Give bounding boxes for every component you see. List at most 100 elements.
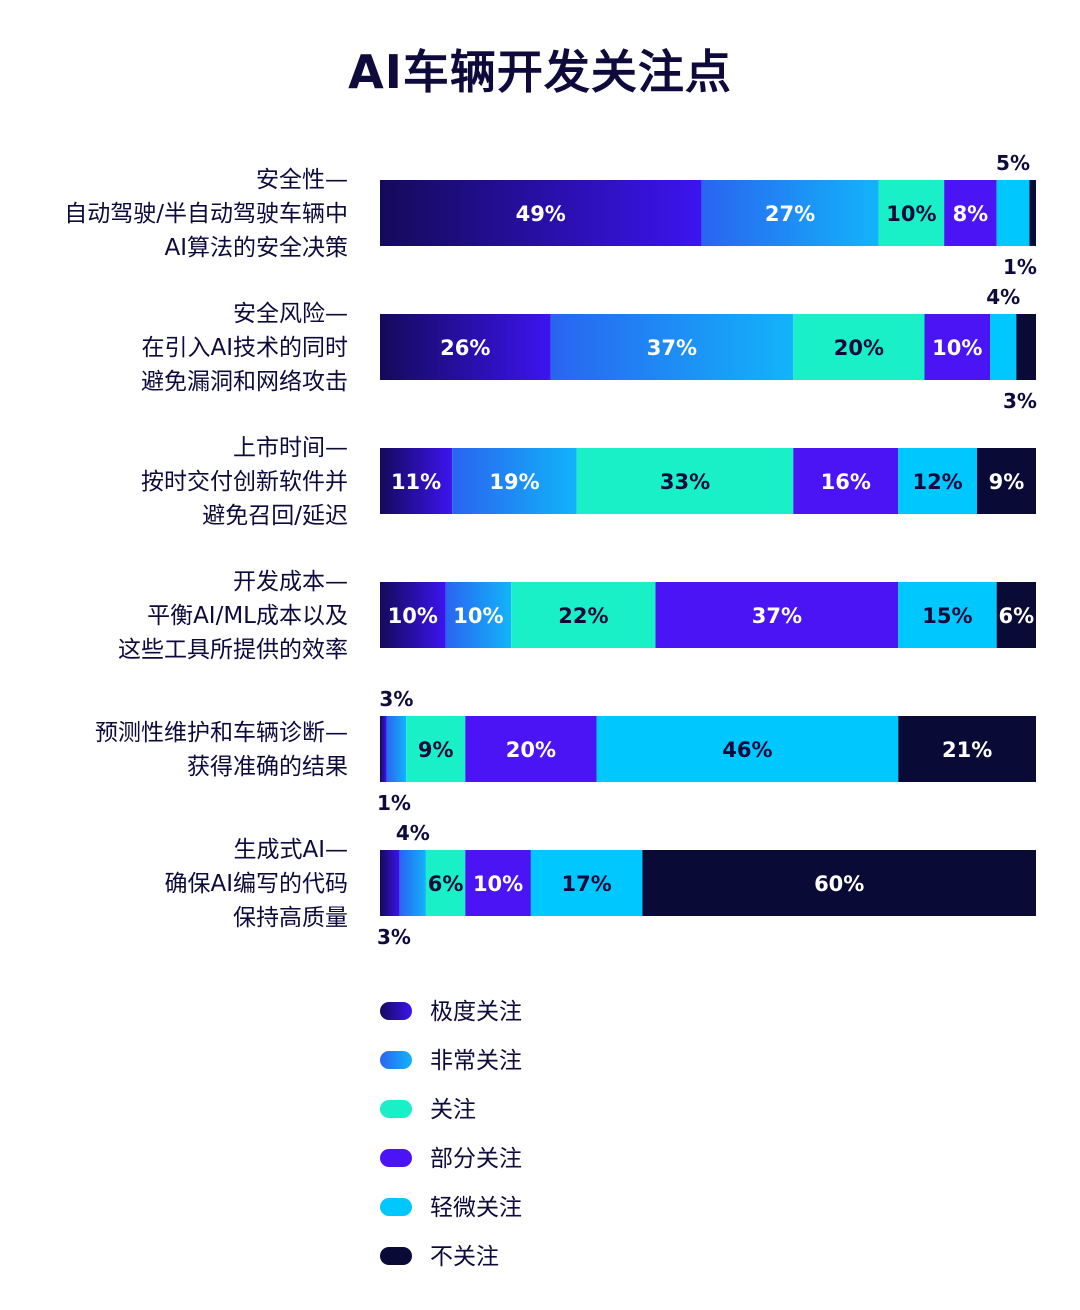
data-label: 9% xyxy=(989,470,1025,494)
bar-segment xyxy=(944,180,997,246)
data-label: 15% xyxy=(922,604,972,628)
bar-segment xyxy=(406,716,466,782)
data-label: 20% xyxy=(834,336,884,360)
bar-segment xyxy=(386,716,407,782)
legend-label: 部分关注 xyxy=(430,1146,522,1172)
data-label: 8% xyxy=(953,202,989,226)
bar-segment xyxy=(793,448,899,514)
category-label-line: 保持高质量 xyxy=(233,905,348,931)
legend-label: 非常关注 xyxy=(430,1048,522,1074)
category-label-line: 避免召回/延迟 xyxy=(202,503,348,529)
category-label-line: 上市时间— xyxy=(233,435,348,461)
legend-swatch xyxy=(380,1002,412,1020)
bar-segment xyxy=(380,850,400,916)
bar-segment xyxy=(380,582,446,648)
legend-label: 极度关注 xyxy=(430,999,522,1025)
bar-segment xyxy=(793,314,925,380)
bar-segment xyxy=(990,314,1017,380)
legend-swatch xyxy=(380,1149,412,1167)
data-label: 10% xyxy=(473,872,523,896)
data-label: 3% xyxy=(379,687,413,711)
data-label: 49% xyxy=(516,202,566,226)
bar-segment xyxy=(655,582,899,648)
data-label: 5% xyxy=(996,151,1030,175)
data-label: 17% xyxy=(562,872,612,896)
bar-segment xyxy=(1029,180,1036,246)
bar-segment xyxy=(550,314,794,380)
bar-segment xyxy=(996,180,1030,246)
bars-layer: 安全性— 自动驾驶/半自动驾驶车辆中 AI算法的安全决策 49% 27% 10% 8% 5% 1… xyxy=(64,151,1037,949)
category-label-line: 这些工具所提供的效率 xyxy=(118,637,348,663)
bar-segment xyxy=(380,716,387,782)
bar-segment xyxy=(465,716,597,782)
category-label-line: 确保AI编写的代码 xyxy=(164,871,348,897)
category-label-line: 安全风险— xyxy=(233,301,348,327)
data-label: 4% xyxy=(986,285,1020,309)
data-label: 9% xyxy=(418,738,454,762)
bar-segment xyxy=(380,314,551,380)
legend-label: 关注 xyxy=(430,1097,476,1123)
category-label-line: 开发成本— xyxy=(233,569,348,595)
category-label-line: 生成式AI— xyxy=(233,837,348,863)
bar-segment xyxy=(878,180,945,246)
bar-segment xyxy=(530,850,643,916)
category-label-line: 安全性— xyxy=(256,167,348,193)
data-label: 3% xyxy=(377,925,411,949)
category-label-line: 获得准确的结果 xyxy=(187,754,348,780)
bar-segment xyxy=(596,716,899,782)
data-label: 1% xyxy=(377,791,411,815)
data-label: 26% xyxy=(440,336,490,360)
legend-label: 轻微关注 xyxy=(430,1195,522,1221)
category-label-line: 自动驾驶/半自动驾驶车辆中 xyxy=(64,201,348,227)
data-label: 11% xyxy=(391,470,441,494)
data-label: 16% xyxy=(821,470,871,494)
data-label: 19% xyxy=(489,470,539,494)
data-label: 21% xyxy=(942,738,992,762)
data-label: 3% xyxy=(1003,389,1037,413)
bar-segment xyxy=(445,582,512,648)
legend-label: 不关注 xyxy=(430,1244,499,1270)
bar-segment xyxy=(898,716,1036,782)
bar-segment xyxy=(425,850,466,916)
legend-swatch xyxy=(380,1051,412,1069)
data-label: 10% xyxy=(388,604,438,628)
data-label: 10% xyxy=(886,202,936,226)
bar-segment xyxy=(642,850,1036,916)
bar-segment xyxy=(976,448,1036,514)
category-label-line: AI算法的安全决策 xyxy=(164,235,348,261)
data-label: 6% xyxy=(428,872,464,896)
bar-segment xyxy=(452,448,577,514)
category-label-line: 平衡AI/ML成本以及 xyxy=(147,603,348,629)
data-label: 37% xyxy=(752,604,802,628)
bar-segment xyxy=(576,448,794,514)
legend-swatch xyxy=(380,1247,412,1265)
bar-segment xyxy=(380,448,453,514)
data-label: 1% xyxy=(1003,255,1037,279)
data-label: 22% xyxy=(558,604,608,628)
data-label: 20% xyxy=(506,738,556,762)
data-label: 10% xyxy=(453,604,503,628)
data-label: 37% xyxy=(647,336,697,360)
legend-swatch xyxy=(380,1100,412,1118)
data-label: 33% xyxy=(660,470,710,494)
legend-swatch xyxy=(380,1198,412,1216)
bar-segment xyxy=(924,314,991,380)
category-label-line: 预测性维护和车辆诊断— xyxy=(95,720,348,746)
bar-segment xyxy=(465,850,531,916)
bar-segment xyxy=(898,448,977,514)
data-label: 27% xyxy=(765,202,815,226)
chart-title: AI车辆开发关注点 xyxy=(348,45,732,99)
category-label-line: 在引入AI技术的同时 xyxy=(141,335,348,361)
bar-segment xyxy=(399,850,426,916)
bar-segment xyxy=(511,582,656,648)
data-label: 60% xyxy=(814,872,864,896)
bar-segment xyxy=(996,582,1036,648)
bar-segment xyxy=(701,180,879,246)
data-label: 4% xyxy=(396,821,430,845)
data-label: 46% xyxy=(722,738,772,762)
bar-segment xyxy=(898,582,997,648)
bar-segment xyxy=(1016,314,1036,380)
data-label: 10% xyxy=(932,336,982,360)
